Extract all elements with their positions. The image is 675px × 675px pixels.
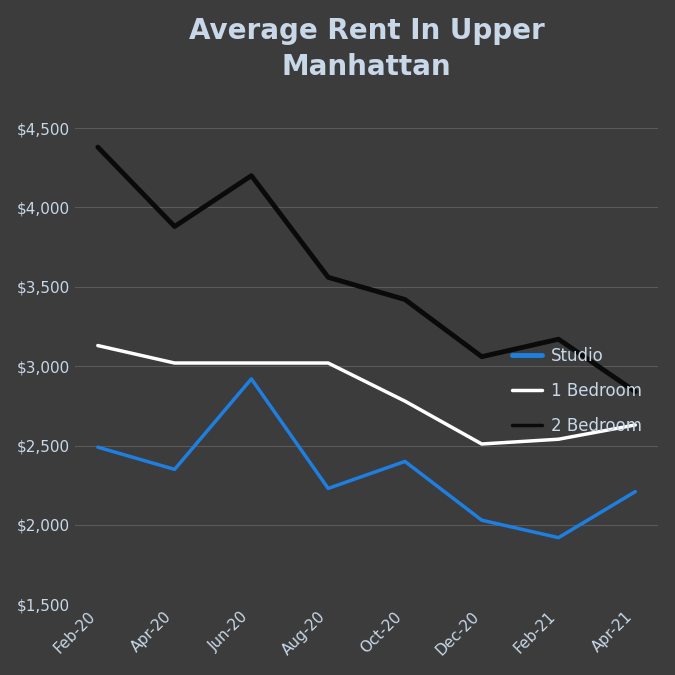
1 Bedroom: [554, 435, 562, 443]
Studio: [94, 443, 102, 451]
2 Bedroom: [478, 352, 486, 360]
1 Bedroom: [171, 359, 179, 367]
1 Bedroom: [94, 342, 102, 350]
1 Bedroom: [631, 421, 639, 429]
2 Bedroom: [631, 387, 639, 396]
Title: Average Rent In Upper
Manhattan: Average Rent In Upper Manhattan: [189, 17, 545, 82]
Studio: [401, 458, 409, 466]
Studio: [324, 485, 332, 493]
2 Bedroom: [554, 335, 562, 344]
Legend: Studio, 1 Bedroom, 2 Bedroom: Studio, 1 Bedroom, 2 Bedroom: [504, 339, 650, 443]
Studio: [247, 375, 255, 383]
Studio: [554, 534, 562, 542]
Studio: [171, 465, 179, 473]
1 Bedroom: [247, 359, 255, 367]
Studio: [478, 516, 486, 524]
2 Bedroom: [324, 273, 332, 281]
2 Bedroom: [94, 143, 102, 151]
Line: Studio: Studio: [98, 379, 635, 538]
Line: 1 Bedroom: 1 Bedroom: [98, 346, 635, 444]
1 Bedroom: [401, 397, 409, 405]
1 Bedroom: [478, 440, 486, 448]
2 Bedroom: [247, 171, 255, 180]
2 Bedroom: [401, 296, 409, 304]
1 Bedroom: [324, 359, 332, 367]
2 Bedroom: [171, 223, 179, 231]
Studio: [631, 487, 639, 495]
Line: 2 Bedroom: 2 Bedroom: [98, 147, 635, 392]
